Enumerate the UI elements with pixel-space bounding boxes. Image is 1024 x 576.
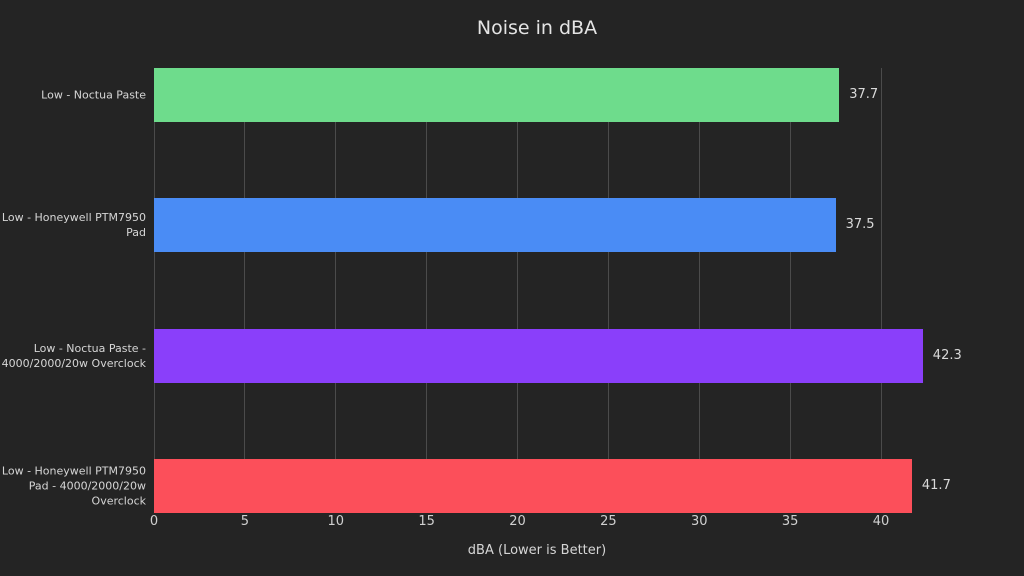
bar-value-label: 37.5: [845, 217, 875, 233]
x-tick-label: 35: [781, 514, 799, 529]
x-tick-label: 40: [872, 514, 890, 529]
plot-area: 37.7 37.5 42.3 41.7: [153, 68, 990, 513]
gridline: [244, 68, 246, 513]
category-axis: Low - Noctua Paste Low - Honeywell PTM795…: [0, 68, 146, 513]
x-tick-label: 10: [327, 514, 345, 529]
gridline: [153, 68, 155, 513]
bar-value-label: 37.7: [849, 87, 879, 102]
category-label: Low - Honeywell PTM7950 Pad: [1, 211, 146, 240]
bar-3: [154, 458, 912, 513]
x-tick-label: 30: [690, 514, 708, 529]
gridline: [698, 68, 700, 513]
x-tick-label: 0: [149, 514, 159, 529]
x-tick-label: 15: [418, 514, 435, 529]
gridline: [789, 68, 791, 513]
bar-0: [154, 68, 840, 122]
gridline: [335, 68, 337, 513]
x-tick-label: 25: [600, 514, 617, 529]
x-axis-ticks: 0 5 10 15 20 25 30 35 40: [150, 514, 990, 534]
x-axis-label: dBA (Lower is Better): [467, 543, 607, 558]
bar-1: [154, 198, 836, 253]
category-label: Low - Noctua Paste: [41, 88, 146, 102]
gridline: [426, 68, 428, 513]
x-tick-label: 5: [240, 514, 250, 529]
x-tick-label: 20: [509, 514, 526, 529]
category-label: Low - Noctua Paste -4000/2000/20w Overcl…: [1, 341, 146, 370]
gridline: [607, 68, 609, 513]
bar-2: [154, 328, 923, 383]
bar-value-label: 41.7: [921, 477, 951, 493]
gridline: [880, 68, 882, 513]
gridline: [517, 68, 518, 513]
category-label: Low - Honeywell PTM7950 Pad - 4000/2000/2…: [1, 464, 146, 508]
chart-title: Noise in dBA: [476, 17, 598, 39]
bar-value-label: 42.3: [932, 347, 962, 363]
